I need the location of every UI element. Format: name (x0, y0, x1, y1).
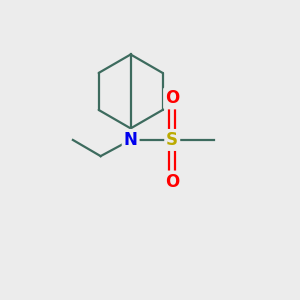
Text: S: S (166, 131, 178, 149)
Text: N: N (124, 131, 138, 149)
Text: O: O (165, 172, 179, 190)
Text: O: O (165, 89, 179, 107)
